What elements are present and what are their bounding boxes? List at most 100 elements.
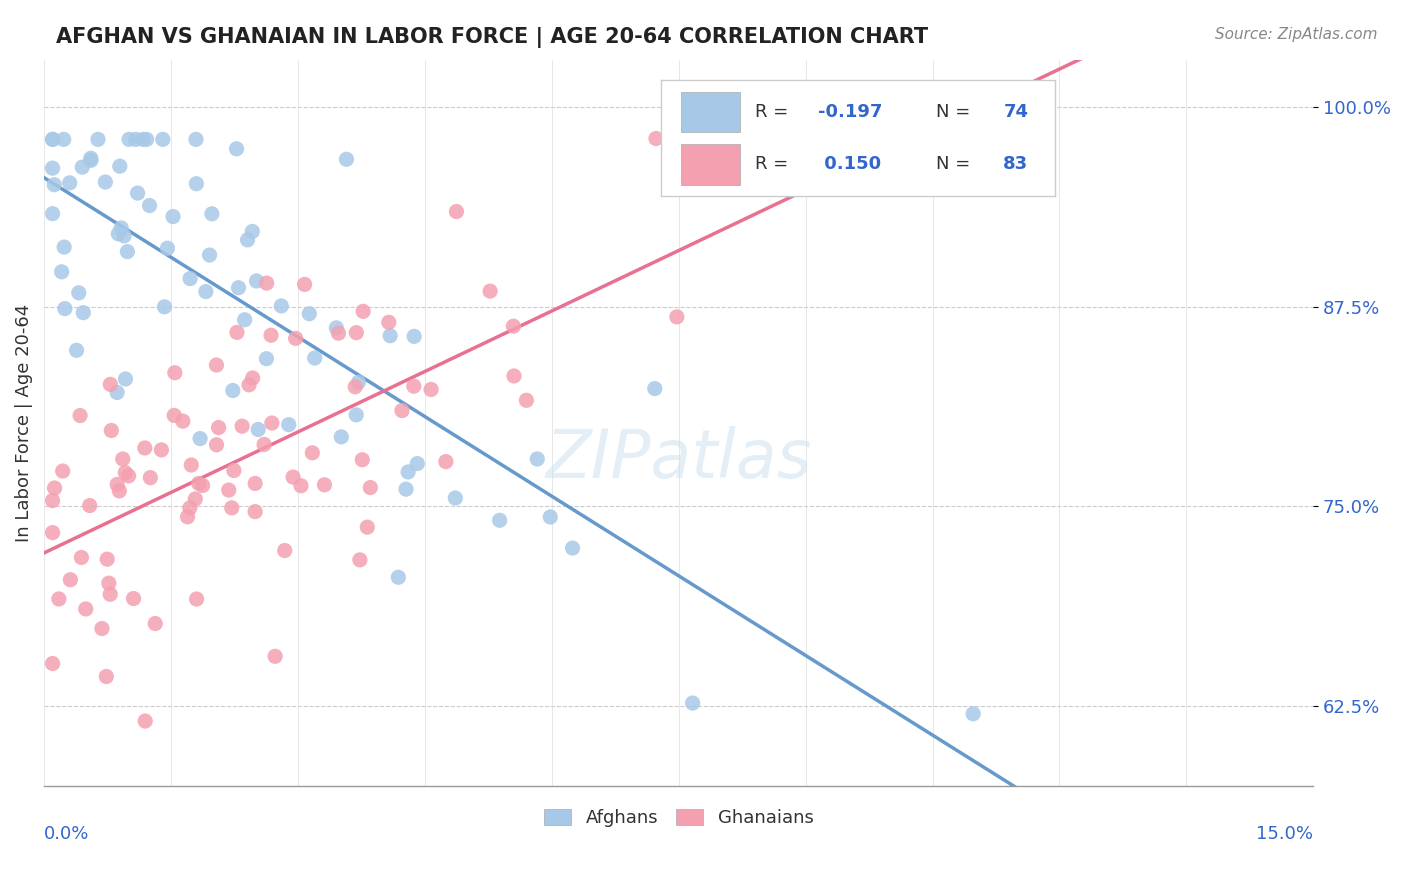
Point xyxy=(228,281,250,295)
Text: N =: N = xyxy=(936,155,976,173)
Point xyxy=(645,131,668,145)
Point xyxy=(122,591,145,606)
Point xyxy=(404,329,426,343)
Point xyxy=(51,265,73,279)
Point xyxy=(198,248,221,262)
Point xyxy=(284,331,307,345)
Point xyxy=(290,479,312,493)
Point xyxy=(80,151,103,165)
Point xyxy=(194,285,217,299)
Point xyxy=(172,414,194,428)
Point xyxy=(240,224,263,238)
Point xyxy=(153,300,176,314)
Point xyxy=(186,592,208,607)
Point xyxy=(94,175,117,189)
Point xyxy=(444,491,467,505)
Point xyxy=(644,382,666,396)
Point xyxy=(44,481,66,495)
Point xyxy=(70,550,93,565)
Point xyxy=(304,351,326,365)
Text: 83: 83 xyxy=(1004,155,1028,173)
Point xyxy=(91,622,114,636)
Point xyxy=(59,176,82,190)
Point xyxy=(139,470,162,484)
Point xyxy=(80,153,103,168)
Text: 74: 74 xyxy=(1004,103,1028,120)
Point xyxy=(260,416,283,430)
Point xyxy=(538,510,561,524)
Point xyxy=(406,457,429,471)
Point xyxy=(682,696,704,710)
Point xyxy=(53,301,76,316)
Point xyxy=(294,277,316,292)
Text: R =: R = xyxy=(755,103,794,120)
Point xyxy=(222,384,245,398)
Point xyxy=(72,306,94,320)
Point xyxy=(42,132,65,146)
Point xyxy=(233,312,256,326)
Point xyxy=(665,310,688,324)
Point xyxy=(243,476,266,491)
Point xyxy=(335,153,357,167)
Point xyxy=(328,326,350,341)
Point xyxy=(325,321,347,335)
Point xyxy=(114,372,136,386)
Point xyxy=(180,458,202,472)
Point xyxy=(515,393,537,408)
Point xyxy=(41,525,63,540)
Point xyxy=(446,204,468,219)
Text: -0.197: -0.197 xyxy=(818,103,883,120)
Point xyxy=(242,371,264,385)
Point xyxy=(162,210,184,224)
Point xyxy=(344,408,367,422)
Point xyxy=(96,552,118,566)
Point xyxy=(112,228,135,243)
Text: AFGHAN VS GHANAIAN IN LABOR FORCE | AGE 20-64 CORRELATION CHART: AFGHAN VS GHANAIAN IN LABOR FORCE | AGE … xyxy=(56,27,928,48)
Point xyxy=(127,186,149,200)
Point xyxy=(98,587,121,601)
Point xyxy=(402,379,425,393)
Point xyxy=(378,315,401,329)
Point xyxy=(125,132,148,146)
Point xyxy=(420,383,443,397)
Bar xyxy=(681,92,740,132)
Point xyxy=(48,591,70,606)
Point xyxy=(298,307,321,321)
Point xyxy=(72,160,94,174)
Text: R =: R = xyxy=(755,155,794,173)
Point xyxy=(201,207,224,221)
Point xyxy=(488,513,510,527)
Point xyxy=(434,455,457,469)
Point xyxy=(52,464,75,478)
Point xyxy=(561,541,583,555)
Point xyxy=(330,430,353,444)
Point xyxy=(502,319,524,334)
Point xyxy=(59,573,82,587)
Point xyxy=(156,241,179,255)
Text: 15.0%: 15.0% xyxy=(1257,825,1313,844)
Point xyxy=(301,446,323,460)
Point xyxy=(391,403,413,417)
Point xyxy=(231,419,253,434)
Point xyxy=(238,377,260,392)
Point xyxy=(260,328,283,343)
Point xyxy=(69,409,91,423)
Point xyxy=(962,706,984,721)
Point xyxy=(132,132,155,146)
Point xyxy=(41,493,63,508)
Point xyxy=(108,159,131,173)
Point xyxy=(114,466,136,480)
Point xyxy=(218,483,240,497)
Point xyxy=(347,376,370,390)
Point xyxy=(356,520,378,534)
Point xyxy=(117,469,139,483)
Point xyxy=(281,470,304,484)
Text: 0.0%: 0.0% xyxy=(44,825,90,844)
Point xyxy=(118,132,141,146)
Point xyxy=(79,499,101,513)
Point xyxy=(352,452,374,467)
Point xyxy=(110,221,132,235)
Point xyxy=(65,343,87,358)
Point xyxy=(53,240,76,254)
Point xyxy=(205,358,228,372)
